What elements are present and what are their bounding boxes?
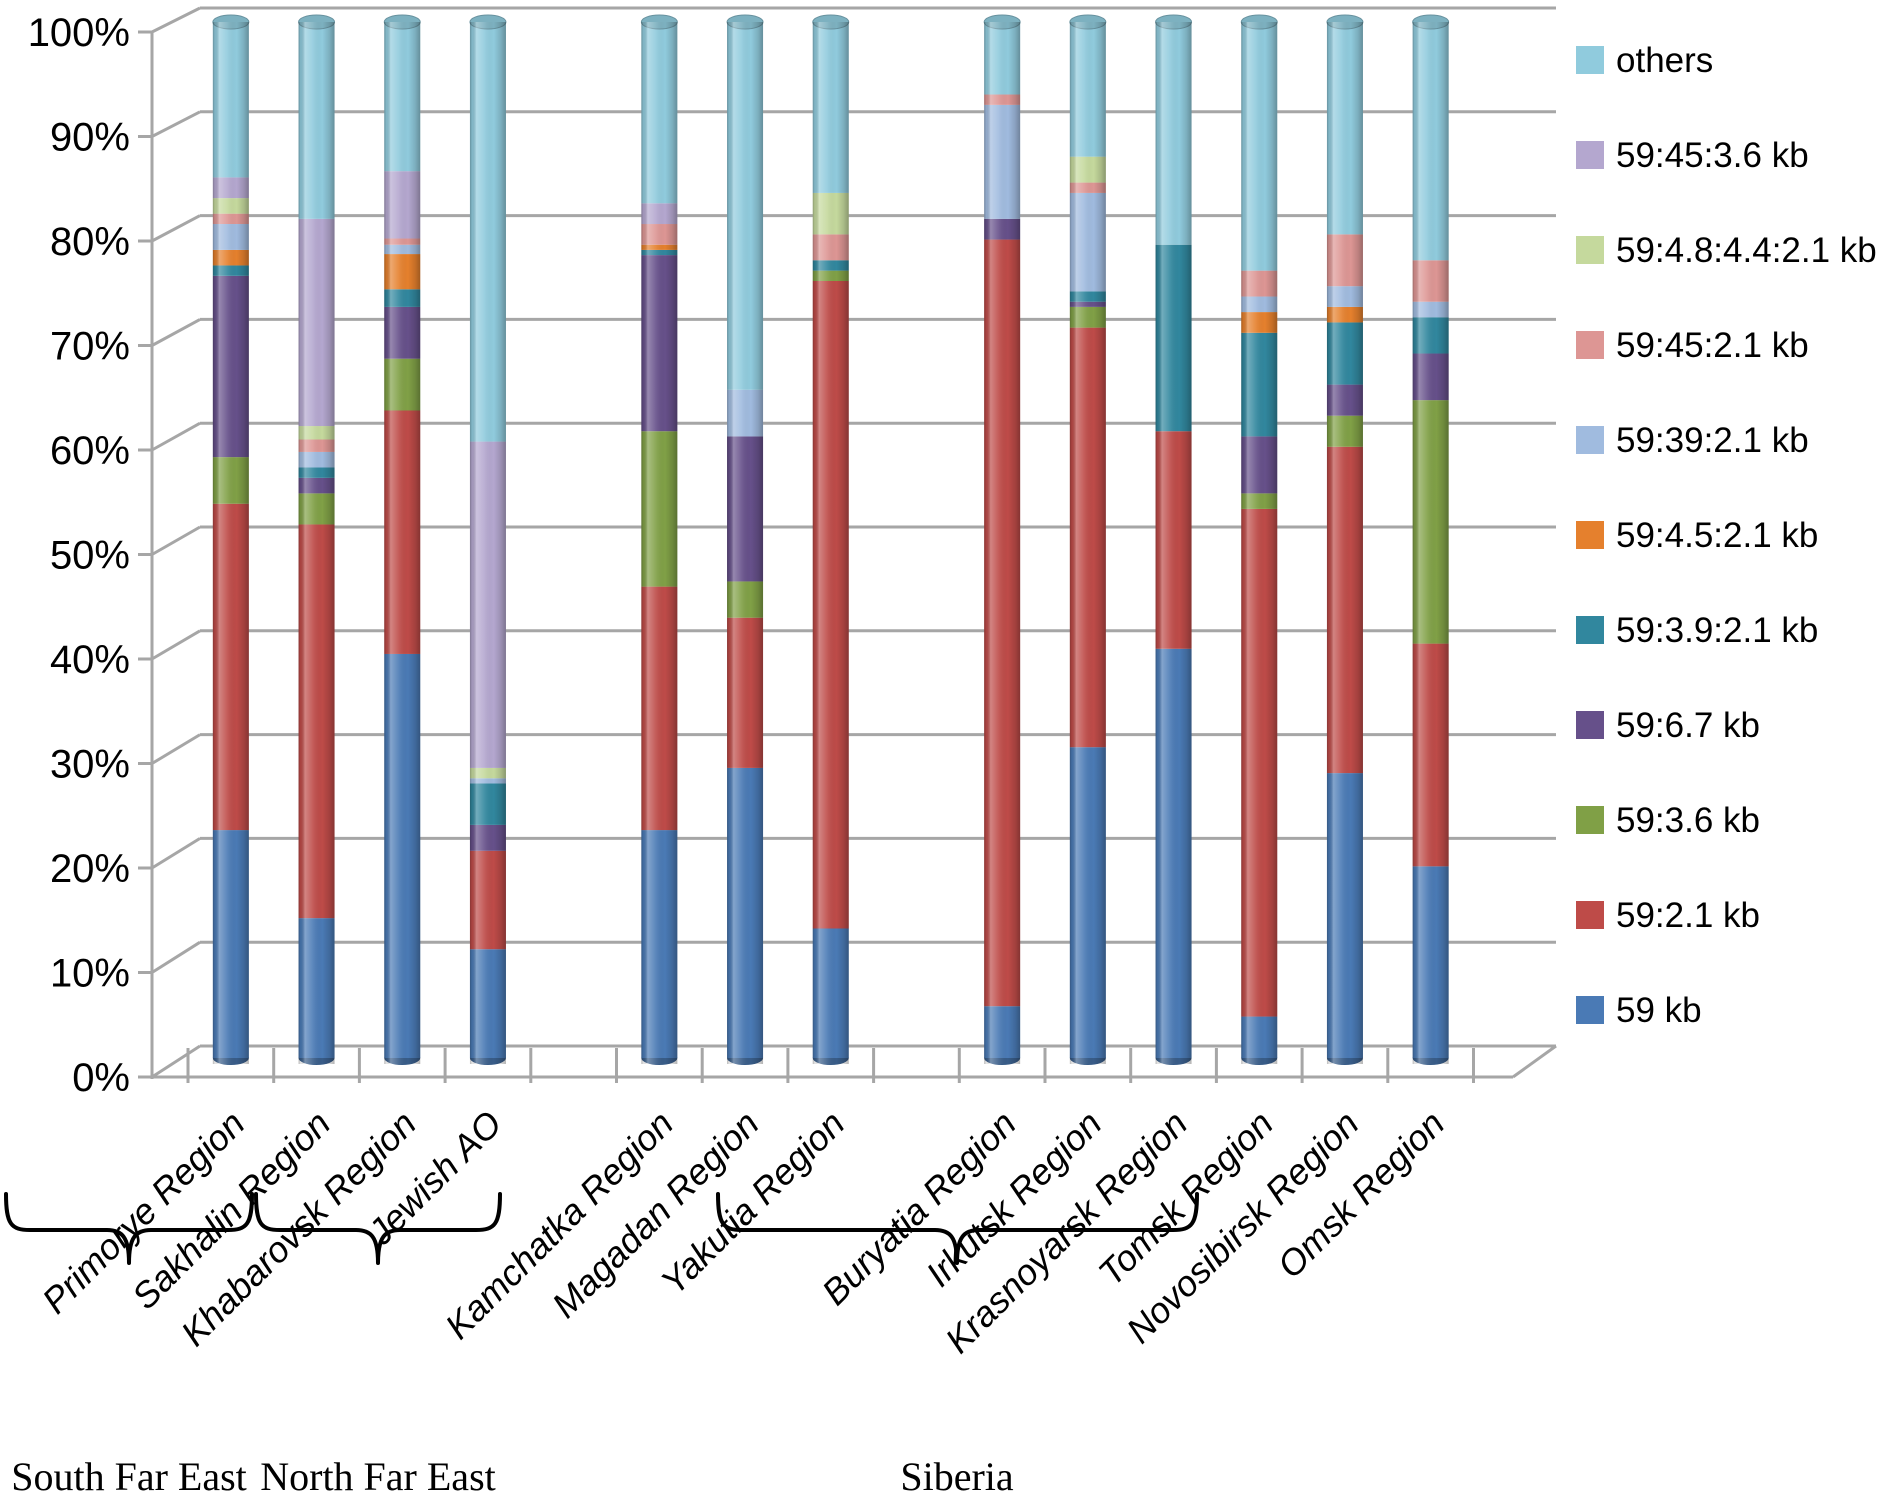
legend-item-59-4-8-4-4-2-1-kb: 59:4.8:4.4:2.1 kb [1576,231,1877,270]
gridline-jog [151,421,201,452]
legend-item-59-6-7-kb: 59:6.7 kb [1576,706,1760,745]
bar-yakutia-region [812,14,850,1065]
bars [212,14,1450,1065]
legend-item-59-39-2-1-kb: 59:39:2.1 kb [1576,421,1809,460]
legend-swatch [1576,901,1604,929]
y-tick-label: 70% [50,325,130,369]
bar-kamchatka-region [640,14,678,1065]
legend: others 59:45:3.6 kb 59:4.8:4.4:2.1 kb 59:45… [1576,41,1877,1030]
legend-swatch [1576,806,1604,834]
bar-jewish-ao [469,14,507,1065]
group-brace-north-far-east [254,1192,502,1265]
bar-irkutsk-region [1069,14,1107,1065]
legend-label: 59:6.7 kb [1616,706,1760,745]
cylinder-shading [212,22,249,1064]
legend-swatch [1576,236,1604,264]
x-axis-jog [1512,1044,1557,1079]
group-brace-south-far-east [4,1192,254,1265]
gridline-jog [151,214,201,243]
legend-label: 59:3.6 kb [1616,801,1760,840]
cylinder-shading [1326,22,1363,1064]
legend-swatch [1576,141,1604,169]
legend-label: 59 kb [1616,991,1702,1030]
cylinder-shading [984,22,1021,1064]
bar-tomsk-region [1240,14,1278,1065]
y-tick-label: 0% [72,1056,130,1100]
cylinder-shading [1241,22,1278,1064]
legend-swatch [1576,426,1604,454]
gridline-jog [151,733,201,765]
bar-sakhalin-region [298,14,336,1065]
group-label-siberia: Siberia [900,1454,1014,1499]
legend-item-59-45-3-6-kb: 59:45:3.6 kb [1576,136,1809,175]
cylinder-shading [812,22,849,1064]
legend-label: others [1616,41,1713,80]
y-tick-label: 50% [50,534,130,578]
legend-swatch [1576,331,1604,359]
cylinder-shading [1155,22,1192,1064]
cylinder-shading [1412,22,1449,1064]
y-tick-label: 90% [50,116,130,160]
legend-item-59-kb: 59 kb [1576,991,1702,1030]
gridline-jog [151,6,201,34]
group-label-south-far-east: South Far East [11,1454,247,1499]
cylinder-shading [384,22,421,1064]
legend-item-59-2-1-kb: 59:2.1 kb [1576,896,1760,935]
legend-label: 59:3.9:2.1 kb [1616,611,1818,650]
bar-khabarovsk-region [383,14,421,1065]
gridline-jog [151,837,201,870]
legend-item-59-3-6-kb: 59:3.6 kb [1576,801,1760,840]
legend-item-59-4-5-2-1-kb: 59:4.5:2.1 kb [1576,516,1818,555]
y-axis: 0% 10% 20% 30% 40% 50% 60% 70% 80% 90% 100% [28,6,1557,1100]
gridline-jog [151,940,201,974]
region-groups: South Far East North Far East Siberia [4,1192,1199,1499]
y-tick-label: 10% [50,952,130,996]
legend-label: 59:2.1 kb [1616,896,1760,935]
legend-swatch [1576,46,1604,74]
legend-item-59-45-2-1-kb: 59:45:2.1 kb [1576,326,1809,365]
gridline-jog [151,110,201,138]
legend-item-others: others [1576,41,1713,80]
bar-novosibirsk-region [1326,14,1364,1065]
y-tick-label: 20% [50,847,130,891]
bar-buryatia-region [983,14,1021,1065]
y-tick-label: 80% [50,220,130,264]
bar-primorye-region [212,14,250,1065]
y-tick-label: 30% [50,743,130,787]
cylinder-shading [727,22,764,1064]
legend-swatch [1576,996,1604,1024]
y-tick-label: 100% [28,11,130,55]
legend-label: 59:45:3.6 kb [1616,136,1809,175]
y-tick-label: 60% [50,429,130,473]
legend-label: 59:4.5:2.1 kb [1616,516,1818,555]
legend-label: 59:4.8:4.4:2.1 kb [1616,231,1877,270]
legend-label: 59:39:2.1 kb [1616,421,1809,460]
gridline-jog [151,629,201,661]
gridline-jog [151,318,201,347]
legend-swatch [1576,616,1604,644]
cylinder-shading [641,22,678,1064]
gridline-jog [151,1044,201,1079]
cylinder-shading [469,22,506,1064]
legend-swatch [1576,711,1604,739]
gridline-jog [151,525,201,556]
legend-item-59-3-9-2-1-kb: 59:3.9:2.1 kb [1576,611,1818,650]
bar-krasnoyarsk-region [1155,14,1193,1065]
cylinder-shading [1069,22,1106,1064]
y-tick-label: 40% [50,638,130,682]
cylinder-shading [298,22,335,1064]
bar-magadan-region [726,14,764,1065]
bar-omsk-region [1412,14,1450,1065]
group-brace-siberia [716,1192,1199,1265]
legend-label: 59:45:2.1 kb [1616,326,1809,365]
legend-swatch [1576,521,1604,549]
group-label-north-far-east: North Far East [260,1454,496,1499]
